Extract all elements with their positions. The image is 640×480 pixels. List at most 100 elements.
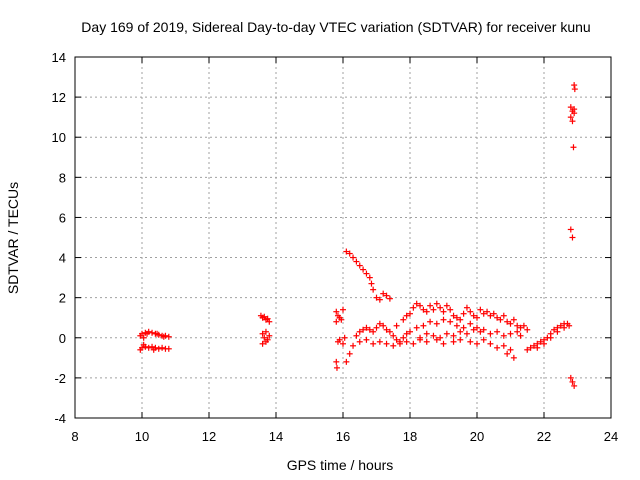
data-point <box>363 336 370 343</box>
data-point <box>487 330 494 337</box>
data-point <box>259 340 266 347</box>
data-point <box>380 322 387 329</box>
data-point <box>383 340 390 347</box>
data-point <box>440 308 447 315</box>
data-point <box>527 344 534 351</box>
x-tick-label: 8 <box>71 429 78 444</box>
data-point <box>417 302 424 309</box>
data-point <box>383 292 390 299</box>
data-point <box>433 300 440 307</box>
data-point <box>261 313 268 320</box>
data-point <box>467 308 474 315</box>
data-point <box>350 342 357 349</box>
y-axis-label: SDTVAR / TECUs <box>5 182 21 294</box>
data-point <box>437 304 444 311</box>
data-point <box>494 314 501 321</box>
data-point <box>346 250 353 257</box>
data-point <box>149 329 156 336</box>
chart-title: Day 169 of 2019, Sidereal Day-to-day VTE… <box>81 19 590 35</box>
data-point <box>497 316 504 323</box>
data-point <box>571 106 578 113</box>
data-point <box>494 328 501 335</box>
data-point <box>356 338 363 345</box>
data-point <box>403 312 410 319</box>
data-point <box>433 320 440 327</box>
data-point <box>467 320 474 327</box>
y-tick-label: 8 <box>59 170 66 185</box>
data-point <box>443 330 450 337</box>
data-point <box>507 346 514 353</box>
data-point <box>457 316 464 323</box>
data-point <box>353 258 360 265</box>
data-point <box>453 314 460 321</box>
data-point <box>340 306 346 313</box>
data-point <box>569 234 576 241</box>
data-point <box>463 330 470 337</box>
data-point <box>413 300 420 307</box>
data-point <box>437 334 444 341</box>
data-point <box>450 338 457 345</box>
data-point <box>537 338 544 345</box>
data-point <box>551 326 558 333</box>
data-point <box>463 304 470 311</box>
data-point <box>477 328 484 335</box>
y-tick-label: 0 <box>59 331 66 346</box>
x-tick-label: 10 <box>135 429 149 444</box>
data-point <box>477 306 484 313</box>
data-points <box>137 82 578 389</box>
data-point <box>474 314 480 321</box>
data-point <box>534 344 541 351</box>
data-point <box>407 310 413 317</box>
data-point <box>264 315 271 322</box>
data-point <box>376 320 383 327</box>
data-point <box>507 320 514 327</box>
data-point <box>386 295 393 302</box>
data-point <box>363 270 370 277</box>
data-point <box>571 382 578 389</box>
data-point <box>430 306 437 313</box>
data-point <box>396 340 403 347</box>
data-point <box>264 336 271 343</box>
y-tick-label: 2 <box>59 291 66 306</box>
data-point <box>346 350 353 357</box>
data-point <box>390 332 397 339</box>
data-point <box>427 318 434 325</box>
data-point <box>140 334 147 341</box>
x-tick-label: 18 <box>403 429 417 444</box>
data-point <box>266 318 273 325</box>
data-point <box>571 82 578 89</box>
data-point <box>149 343 156 350</box>
data-point <box>571 86 578 93</box>
data-point <box>561 324 568 331</box>
data-point <box>450 312 457 319</box>
data-point <box>262 328 269 335</box>
data-point <box>517 324 524 331</box>
data-point <box>356 262 363 269</box>
data-point <box>500 312 507 319</box>
data-point <box>541 340 547 347</box>
data-point <box>333 364 340 371</box>
data-point <box>403 338 410 345</box>
data-point <box>400 316 407 323</box>
data-point <box>403 330 410 337</box>
data-point <box>510 316 517 323</box>
data-point <box>507 330 514 337</box>
plot-frame <box>74 56 612 419</box>
data-point <box>423 308 430 315</box>
y-tick-label: 14 <box>52 50 66 65</box>
data-point <box>341 334 348 341</box>
data-point <box>423 338 430 345</box>
data-point <box>514 328 521 335</box>
data-point <box>350 254 357 261</box>
data-point <box>360 266 367 273</box>
data-point <box>393 322 400 329</box>
data-point <box>440 316 447 323</box>
x-tick-label: 12 <box>202 429 216 444</box>
x-tick-label: 20 <box>470 429 484 444</box>
data-point <box>333 318 340 325</box>
y-tick-label: -2 <box>54 371 66 386</box>
data-point <box>356 328 363 335</box>
data-point <box>453 322 460 329</box>
data-point <box>494 344 501 351</box>
data-point <box>343 248 350 255</box>
